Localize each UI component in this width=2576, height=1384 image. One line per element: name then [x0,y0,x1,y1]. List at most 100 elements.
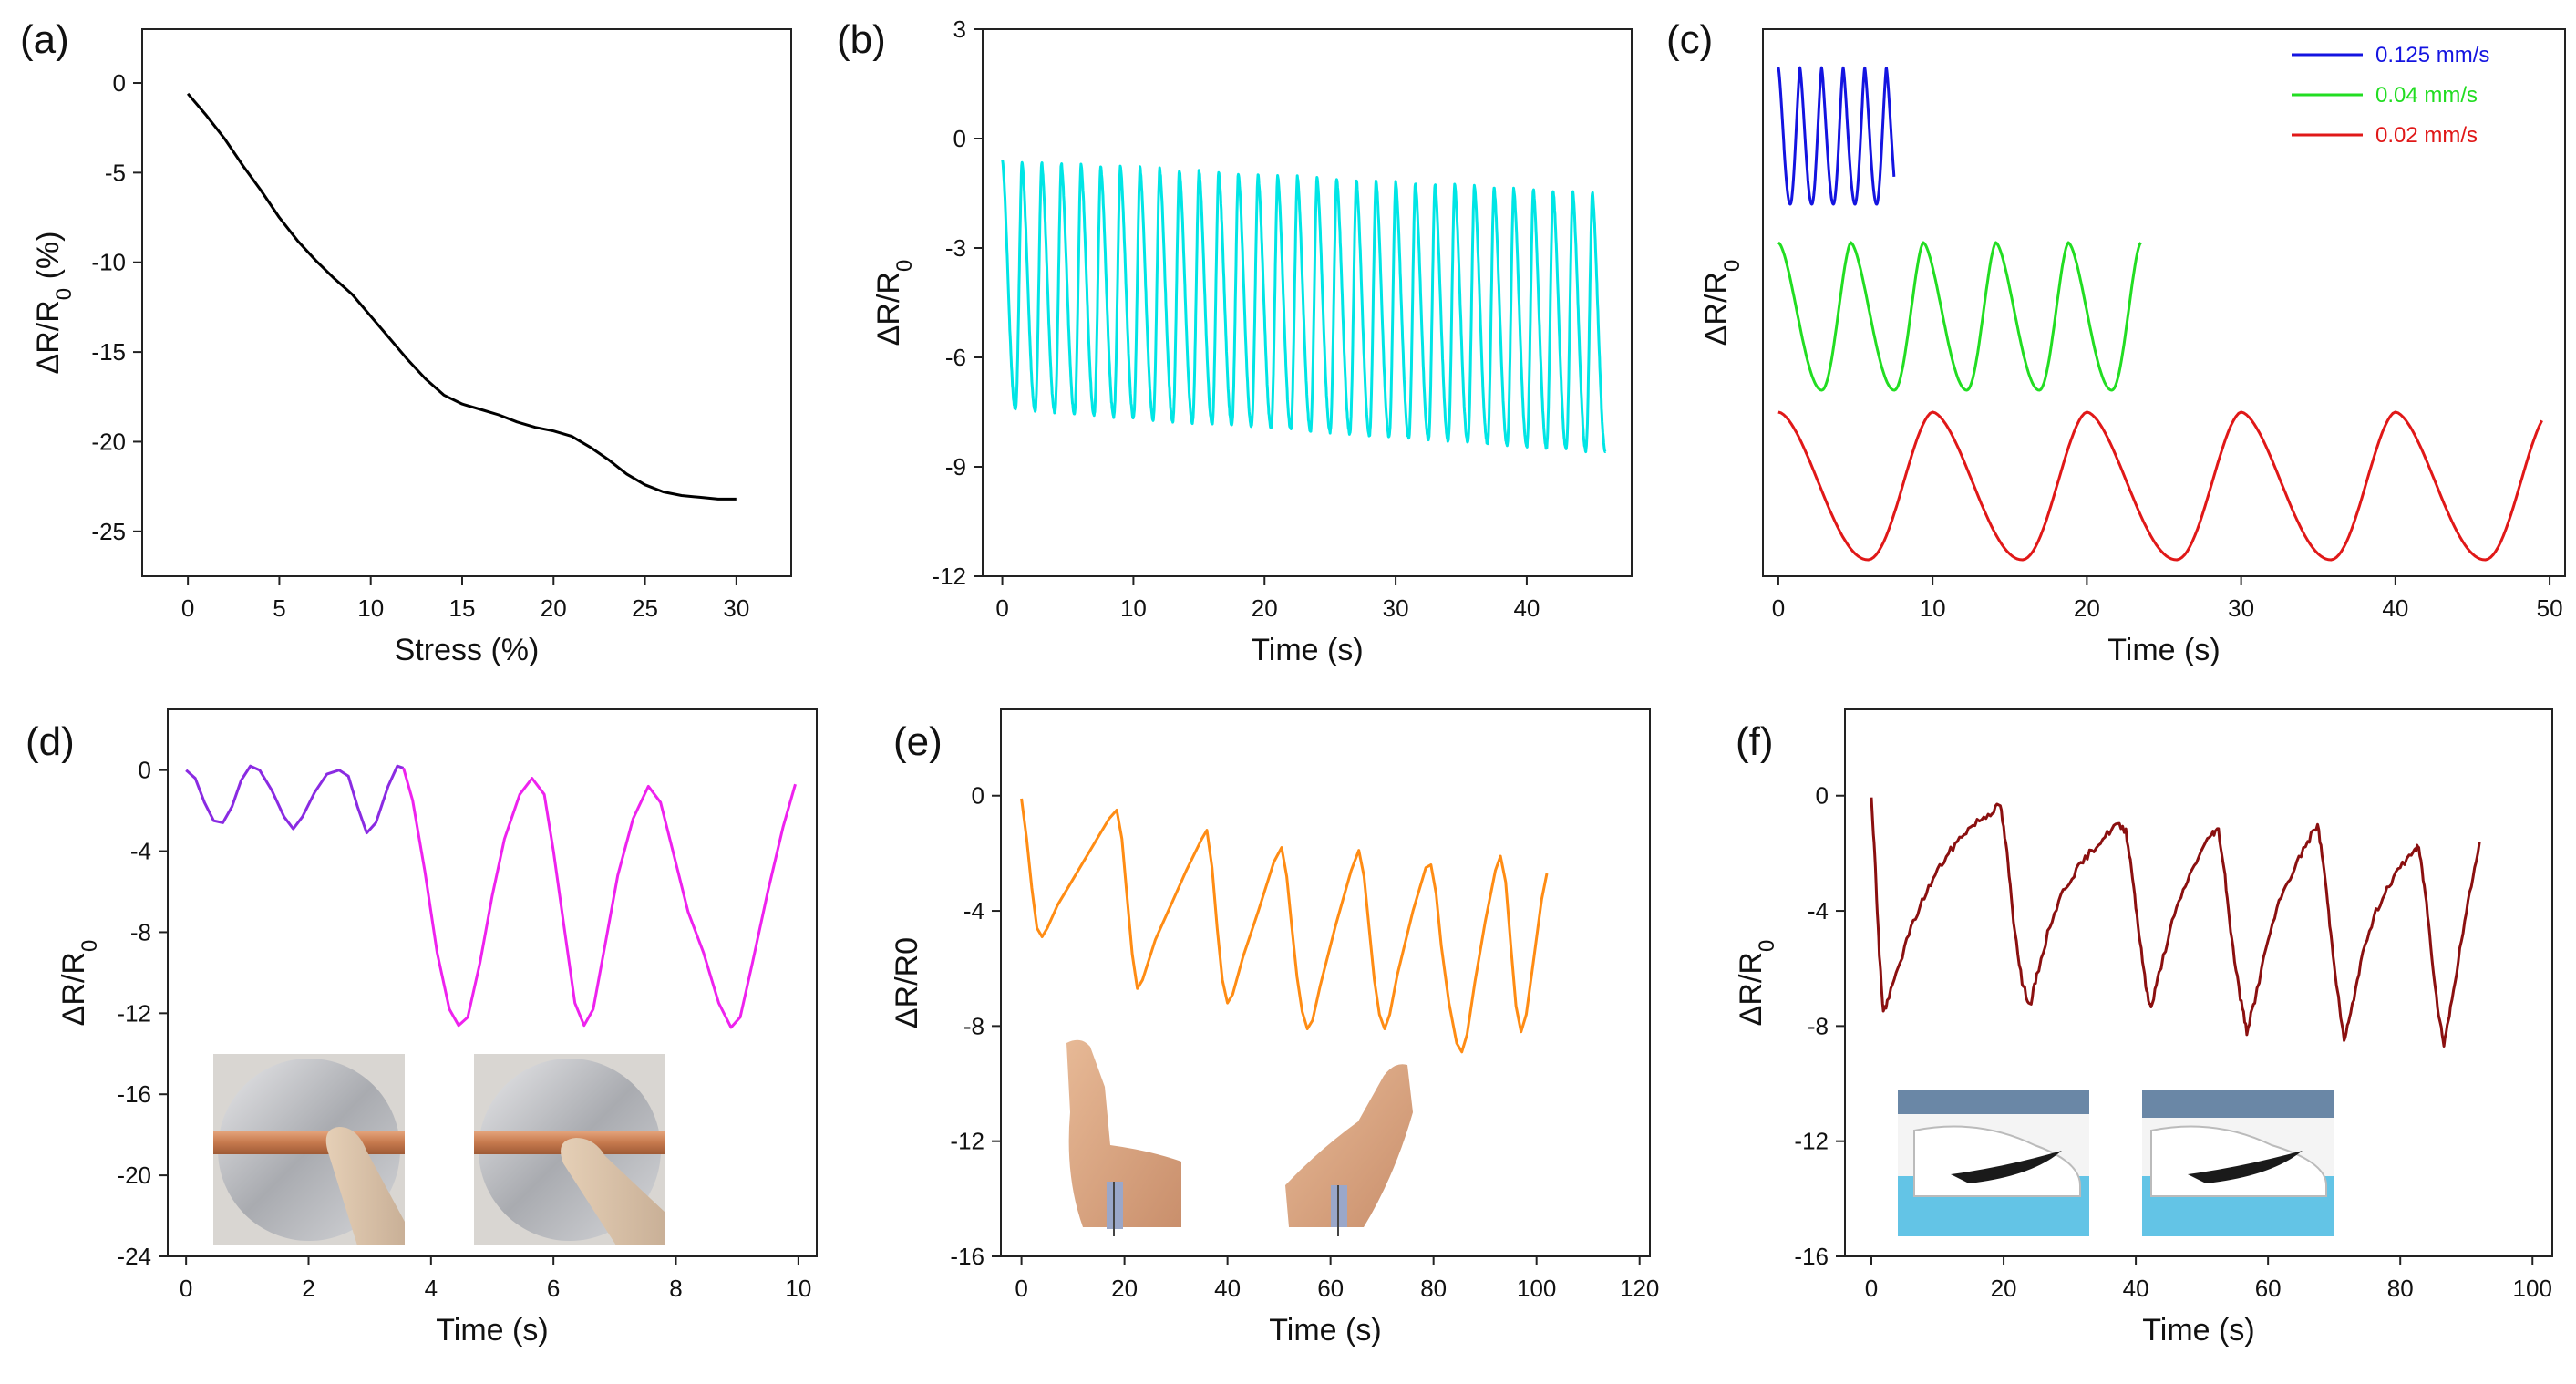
y-tick-label: -25 [91,518,126,545]
panel-f: (f) 0 20 40 60 80 100 0 -4 -8 -12 -16 Time (s) ΔR/R0 [1734,708,2553,1348]
panel-label: (b) [837,17,886,62]
x-axis-title: Time (s) [2142,1313,2254,1348]
y-tick-label: -10 [91,249,126,276]
y-tick-label: -16 [1794,1243,1829,1270]
x-axis-title: Time (s) [2107,633,2220,667]
y-tick-label: 0 [953,125,966,152]
x-tick-label: 4 [425,1275,438,1302]
x-tick-label: 15 [449,594,476,622]
panel-a: (a) 0 5 10 15 20 25 30 0 -5 -10 -15 -20 -25 Stress (%… [20,17,792,667]
y-tick-label: -6 [945,344,966,371]
series-line [1020,798,1549,1054]
y-axis-title: ΔR/R0 [57,940,102,1027]
panel-label: (a) [20,17,69,62]
y-tick-label: 0 [972,782,984,810]
x-axis-title: Time (s) [1269,1313,1381,1348]
y-tick-label: -15 [91,338,126,366]
y-tick-label: -12 [932,563,966,590]
y-axis-title: ΔR/R0 (%) [31,232,77,375]
legend-entry: 0.02 mm/s [2375,123,2478,148]
x-tick-label: 120 [1620,1275,1659,1302]
y-tick-label: -8 [963,1012,984,1039]
plot-frame [141,28,792,577]
x-tick-label: 20 [1111,1275,1138,1302]
legend-entry: 0.125 mm/s [2375,43,2489,67]
x-tick-label: 10 [1120,594,1147,622]
x-tick-label: 40 [2382,594,2408,622]
x-tick-label: 100 [2513,1275,2552,1302]
inset-photo-arm-1 [1066,1039,1181,1236]
y-tick-label: 3 [953,15,966,43]
y-tick-label: -4 [130,838,151,865]
x-tick-label: 8 [669,1275,682,1302]
y-tick-label: -5 [105,159,126,186]
y-tick-label: -3 [945,234,966,262]
y-tick-label: 0 [139,757,151,784]
x-tick-label: 25 [632,594,658,622]
inset-photo-disc-2 [474,1054,665,1245]
y-tick-label: -16 [950,1243,984,1270]
panel-e: (e) 0 20 40 60 80 100 120 0 -4 -8 -12 -16 Time (s) ΔR… [890,708,1659,1348]
x-tick-label: 6 [547,1275,560,1302]
panel-c: (c) 0 10 20 30 40 50 Time (s) ΔR/R0 0.125 mm/s 0.… [1666,17,2566,667]
x-tick-label: 100 [1517,1275,1556,1302]
series-line [185,764,405,835]
x-tick-label: 50 [2537,594,2563,622]
y-axis-title: ΔR/R0 [1699,260,1745,346]
x-tick-label: 20 [541,594,567,622]
x-tick-label: 10 [785,1275,811,1302]
x-tick-label: 20 [1991,1275,2017,1302]
x-tick-label: 20 [1252,594,1278,622]
panel-d: (d) 0 2 4 6 8 10 0 -4 -8 -12 -16 -20 -24 Time (s) ΔR/R… [26,708,818,1348]
y-tick-label: -4 [1808,897,1829,924]
y-tick-label: -9 [945,453,966,480]
x-tick-label: 5 [273,594,285,622]
x-tick-label: 40 [1513,594,1540,622]
y-axis-title: ΔR/R0 [890,937,924,1028]
y-tick-label: -12 [117,999,151,1027]
panel-label: (f) [1736,719,1774,764]
y-tick-label: -8 [1808,1012,1829,1039]
x-tick-label: 10 [357,594,384,622]
y-tick-label: -16 [117,1080,151,1108]
inset-photo-disc-1 [213,1054,405,1245]
panel-label: (e) [893,719,943,764]
x-tick-label: 80 [2387,1275,2414,1302]
inset-photo-shoe-2 [2142,1090,2334,1236]
y-tick-label: -20 [117,1162,151,1189]
y-axis-title: ΔR/R0 [871,260,917,346]
x-tick-label: 0 [1865,1275,1878,1302]
x-tick-label: 0 [995,594,1008,622]
x-tick-label: 0 [1015,1275,1027,1302]
inset-photo-shoe-1 [1898,1090,2089,1236]
y-tick-label: -8 [130,918,151,945]
series-line [402,767,797,1029]
x-tick-label: 30 [723,594,749,622]
y-tick-label: 0 [113,69,126,97]
plot-frame [982,28,1633,577]
plot-frame [1762,28,2566,577]
inset-photo-arm-2 [1285,1064,1413,1236]
x-tick-label: 0 [180,1275,192,1302]
series-line [1870,797,2481,1048]
x-tick-label: 0 [181,594,194,622]
x-tick-label: 20 [2074,594,2100,622]
x-tick-label: 0 [1772,594,1785,622]
series-line [1777,410,2543,562]
x-axis-title: Time (s) [1251,633,1363,667]
x-tick-label: 60 [2255,1275,2282,1302]
series-line [1001,160,1607,454]
y-axis-title: ΔR/R0 [1734,940,1779,1027]
y-tick-label: -24 [117,1243,151,1270]
x-tick-label: 10 [1920,594,1946,622]
plot-frame [167,708,818,1257]
panel-label: (d) [26,719,75,764]
x-axis-title: Stress (%) [395,633,540,667]
x-tick-label: 80 [1420,1275,1447,1302]
x-tick-label: 2 [302,1275,314,1302]
plot-frame [1844,708,2553,1257]
series-line [1777,66,1896,206]
y-tick-label: -20 [91,428,126,455]
x-tick-label: 40 [1214,1275,1241,1302]
